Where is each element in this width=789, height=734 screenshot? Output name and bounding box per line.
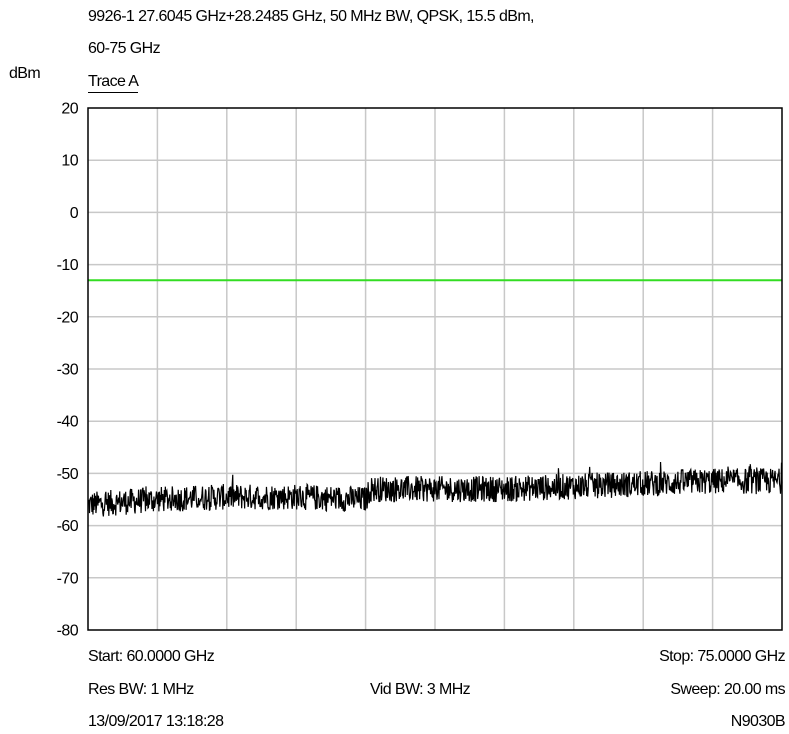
y-tick-label: -60 [57, 518, 79, 535]
y-tick-label: -40 [57, 414, 79, 431]
video-bandwidth: Vid BW: 3 MHz [370, 681, 471, 698]
y-axis-unit: dBm [9, 65, 41, 82]
grid-lines [88, 108, 782, 630]
y-tick-label: -30 [57, 362, 79, 379]
y-tick-label: -20 [57, 309, 79, 326]
y-tick-label: -70 [57, 570, 79, 587]
traces [87, 279, 783, 517]
timestamp: 13/09/2017 13:18:28 [88, 713, 224, 730]
y-tick-label: -80 [57, 623, 79, 640]
stop-frequency: Stop: 75.0000 GHz [659, 648, 785, 665]
chart-title-line2: 60-75 GHz [88, 40, 161, 57]
y-tick-labels: 20 10 0 -10 -20 -30 -40 -50 -60 -70 -80 [57, 101, 80, 640]
y-tick-label: -10 [57, 257, 79, 274]
instrument-model: N9030B [730, 713, 786, 730]
sweep-time: Sweep: 20.00 ms [670, 681, 785, 698]
plot-frame [87, 107, 783, 631]
trace-label: Trace A [88, 73, 139, 93]
chart-title-line1: 9926-1 27.6045 GHz+28.2485 GHz, 50 MHz B… [88, 8, 535, 25]
resolution-bandwidth: Res BW: 1 MHz [88, 681, 194, 698]
start-frequency: Start: 60.0000 GHz [88, 648, 215, 665]
y-tick-label: 10 [61, 153, 78, 170]
y-tick-label: 20 [61, 101, 78, 118]
y-tick-label: 0 [70, 205, 79, 222]
y-tick-label: -50 [57, 466, 79, 483]
trace-a-line [87, 461, 783, 517]
